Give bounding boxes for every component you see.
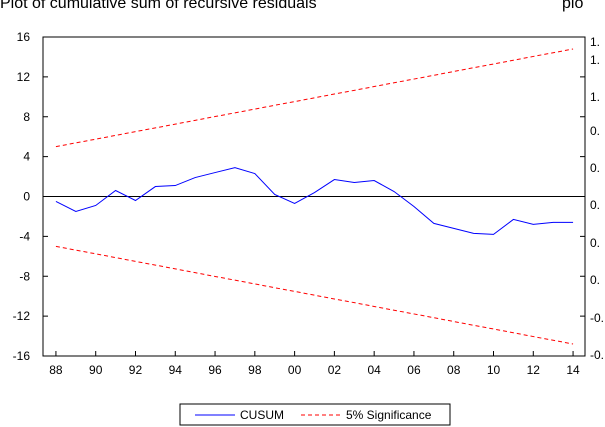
x-tick-label: 06 bbox=[407, 363, 421, 377]
clipped-tick-label: -0. bbox=[590, 311, 604, 325]
y-tick-label: -4 bbox=[19, 229, 30, 243]
legend-label: 5% Significance bbox=[346, 408, 432, 422]
clipped-tick-label: 1. bbox=[590, 35, 600, 49]
y-tick-label: -8 bbox=[19, 269, 30, 283]
clipped-title: plo bbox=[562, 0, 583, 12]
y-tick-label: 16 bbox=[17, 30, 31, 44]
x-tick-label: 04 bbox=[367, 363, 381, 377]
chart-title: Plot of cumulative sum of recursive resi… bbox=[0, 0, 317, 12]
x-tick-label: 88 bbox=[49, 363, 63, 377]
x-tick-label: 98 bbox=[248, 363, 262, 377]
x-tick-label: 90 bbox=[89, 363, 103, 377]
y-tick-label: 12 bbox=[17, 70, 31, 84]
y-tick-label: 4 bbox=[23, 150, 30, 164]
y-tick-label: 8 bbox=[23, 110, 30, 124]
clipped-tick-label: 0. bbox=[590, 124, 600, 138]
clipped-tick-label: 1. bbox=[590, 90, 600, 104]
legend-label: CUSUM bbox=[240, 408, 284, 422]
x-tick-label: 00 bbox=[288, 363, 302, 377]
x-tick-label: 10 bbox=[487, 363, 501, 377]
x-tick-label: 14 bbox=[566, 363, 580, 377]
x-tick-label: 92 bbox=[129, 363, 143, 377]
y-tick-label: -16 bbox=[13, 349, 31, 363]
x-tick-label: 02 bbox=[328, 363, 342, 377]
x-tick-label: 96 bbox=[208, 363, 222, 377]
clipped-tick-label: 0. bbox=[590, 161, 600, 175]
clipped-tick-label: 0. bbox=[590, 273, 600, 287]
series-line bbox=[55, 245, 574, 345]
x-tick-label: 12 bbox=[527, 363, 541, 377]
x-tick-label: 08 bbox=[447, 363, 461, 377]
clipped-tick-label: 0. bbox=[590, 236, 600, 250]
clipped-tick-label: -0. bbox=[590, 348, 604, 362]
clipped-tick-label: 0. bbox=[590, 198, 600, 212]
series-line bbox=[55, 167, 574, 235]
y-tick-label: -12 bbox=[13, 309, 31, 323]
y-tick-label: 0 bbox=[23, 190, 30, 204]
x-tick-label: 94 bbox=[169, 363, 183, 377]
clipped-tick-label: 1. bbox=[590, 53, 600, 67]
series-line bbox=[55, 48, 574, 148]
